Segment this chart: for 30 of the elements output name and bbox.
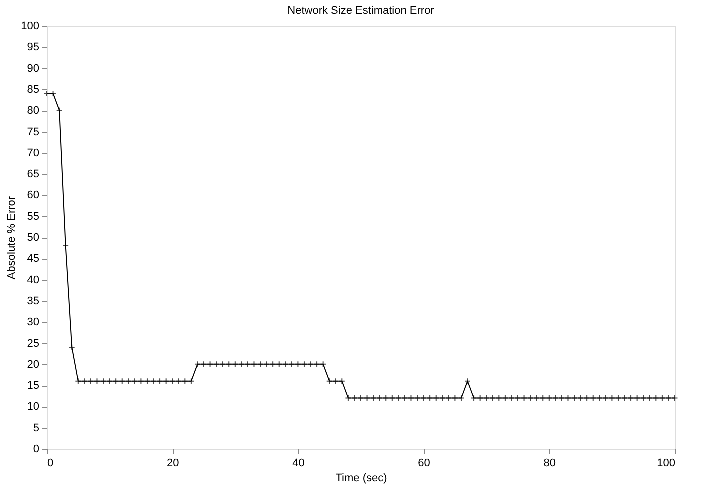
x-tick-label: 80	[544, 458, 556, 470]
x-axis-title: Time (sec)	[336, 472, 388, 484]
x-tick-label: 40	[292, 458, 305, 470]
y-tick-label: 35	[27, 295, 40, 308]
y-tick-label: 45	[27, 253, 40, 266]
y-tick-label: 95	[27, 42, 40, 54]
y-tick-label: 90	[27, 62, 40, 75]
x-tick-label: 60	[418, 458, 430, 470]
x-tick-label: 0	[48, 458, 54, 470]
y-tick-label: 100	[21, 20, 40, 32]
y-tick-label: 55	[27, 210, 40, 223]
x-tick-label: 100	[657, 458, 676, 470]
chart-title: Network Size Estimation Error	[288, 5, 435, 17]
y-axis-title: Absolute % Error	[6, 196, 18, 280]
y-tick-label: 60	[27, 190, 40, 202]
y-tick-label: 50	[27, 232, 40, 244]
y-tick-label: 30	[27, 316, 40, 329]
y-tick-label: 5	[33, 422, 40, 434]
y-tick-label: 40	[27, 274, 40, 286]
y-tick-label: 65	[27, 168, 40, 181]
x-tick-label: 20	[166, 458, 180, 470]
y-tick-label: 15	[27, 380, 40, 392]
y-tick-label: 75	[27, 126, 40, 138]
y-tick-label: 10	[27, 401, 40, 414]
y-tick-label: 0	[33, 444, 40, 456]
y-tick-label: 85	[27, 84, 40, 96]
y-tick-label: 20	[27, 358, 40, 371]
y-tick-label: 80	[27, 105, 40, 118]
y-tick-label: 25	[27, 338, 40, 350]
y-tick-label: 70	[27, 147, 40, 160]
